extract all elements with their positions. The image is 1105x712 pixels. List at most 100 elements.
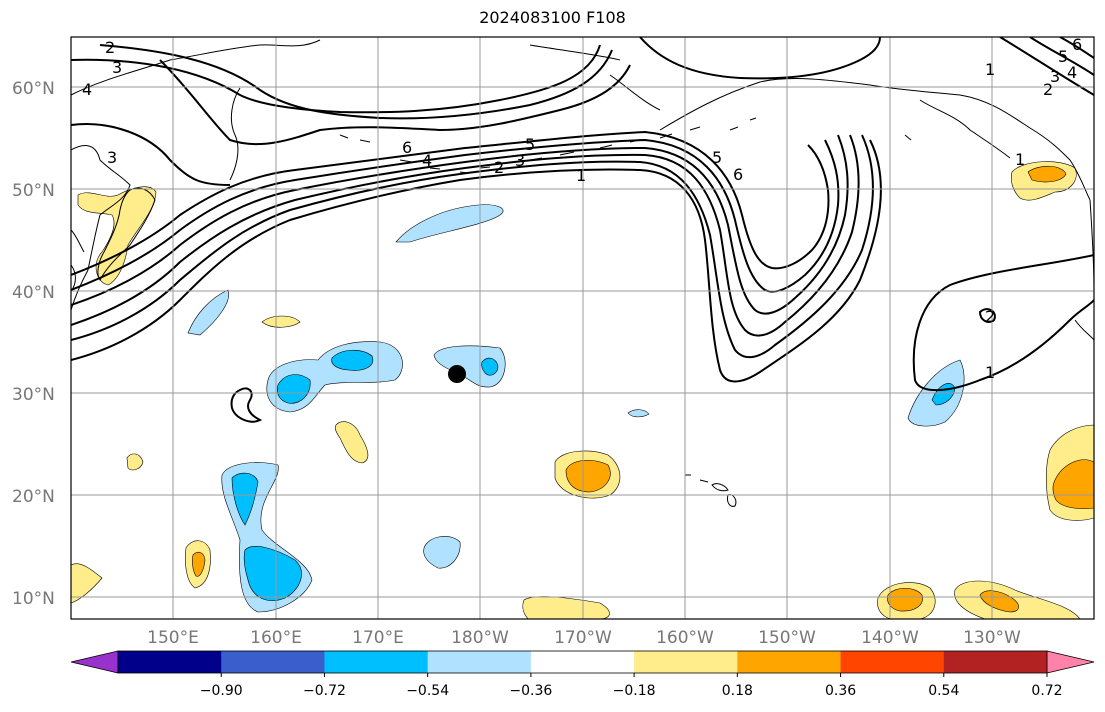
- shade-yellow-southwest: [71, 563, 103, 604]
- colorbar-segment: [530, 651, 635, 673]
- contour-3: [71, 134, 860, 337]
- contour-6: [71, 130, 830, 276]
- shade-blue-south-1: [231, 472, 259, 526]
- shade-blue-band-1: [277, 374, 311, 404]
- coast-siberia: [71, 39, 321, 311]
- shade-yellow-small-1: [126, 453, 144, 471]
- contour-northeast: [639, 37, 1094, 96]
- contour-north-1: [71, 59, 631, 186]
- contour-label: 2: [494, 158, 504, 177]
- contour-2: [71, 134, 874, 359]
- colorbar-tick-label: −0.36: [509, 683, 552, 699]
- contours: [71, 37, 1094, 423]
- coast-sakhalin-japan: [71, 229, 85, 291]
- shade-orange-bc: [1027, 165, 1067, 183]
- colorbar-extend-high: [1046, 650, 1095, 674]
- colorbar-segment: [840, 651, 945, 673]
- colorbar-frame: [117, 650, 1048, 674]
- plot-frame: [70, 36, 1095, 620]
- contour-label: 3: [1050, 67, 1060, 86]
- contour-label: 6: [402, 138, 412, 157]
- coast-gulf-alaska: [729, 99, 1011, 159]
- contour-label: 1: [985, 363, 995, 382]
- map-title: 2024083100 F108: [479, 8, 626, 27]
- lon-label: 180°W: [451, 628, 509, 648]
- contour-label: 5: [525, 135, 535, 154]
- colorbar-segment: [427, 651, 532, 673]
- lon-label: 160°E: [250, 628, 302, 648]
- shade-orange-southeast-2: [979, 590, 1019, 613]
- lon-label: 150°W: [758, 628, 816, 648]
- colorbar-segment: [118, 651, 222, 673]
- contour-label: 4: [422, 151, 432, 170]
- coast-nwus: [1074, 199, 1094, 341]
- contour-1: [71, 139, 882, 383]
- colorbar-tick-label: 0.18: [722, 683, 753, 699]
- lon-label: 160°W: [656, 628, 714, 648]
- contour-north-2: [99, 44, 613, 120]
- shade-orange-center: [565, 460, 611, 493]
- lon-label: 170°W: [554, 628, 612, 648]
- shade-blue-south-2: [243, 546, 302, 601]
- colorbar-tick-label: 0.72: [1031, 683, 1062, 699]
- lon-label: 140°W: [861, 628, 919, 648]
- contour-label: 2: [985, 307, 995, 326]
- contour-label: 5: [712, 148, 722, 167]
- shade-orange-south-1: [192, 551, 206, 577]
- colorbar-tick-label: 0.36: [825, 683, 856, 699]
- lat-label: 40°N: [12, 283, 55, 303]
- shade-yellow-south-center: [522, 596, 610, 619]
- lon-label: 170°E: [352, 628, 404, 648]
- lat-label: 10°N: [12, 589, 55, 609]
- colorbar-tick-label: 0.54: [928, 683, 959, 699]
- lat-label: 60°N: [12, 79, 55, 99]
- contour-label: 1: [1015, 150, 1025, 169]
- shade-yellow-mid: [334, 421, 369, 464]
- shade-light-blue-north: [395, 204, 504, 243]
- contour-label: 5: [1058, 47, 1068, 66]
- grid: [71, 37, 1094, 619]
- contour-small-loop: [230, 387, 263, 423]
- colorbar-tick-label: −0.18: [613, 683, 656, 699]
- contour-north-3: [71, 44, 601, 114]
- contour-5: [71, 138, 840, 293]
- shade-yellow-west-small: [261, 315, 301, 328]
- colorbar: −0.90 −0.72 −0.54 −0.36 −0.18 0.18 0.36 0.54 0.7…: [70, 650, 1095, 699]
- contour-label: 3: [515, 151, 525, 170]
- contour-label: 2: [1043, 80, 1053, 99]
- storm-center-marker: [448, 365, 466, 383]
- contour-4: [71, 134, 849, 315]
- contour-label: 1: [576, 166, 586, 185]
- lon-labels: 150°E 160°E 170°E 180°W 170°W 160°W 150°…: [147, 628, 1021, 648]
- contour-label: 4: [82, 80, 92, 99]
- shaded-regions: [71, 161, 1094, 619]
- contour-east-1: [912, 254, 1094, 392]
- contour-label: 4: [1067, 63, 1077, 82]
- shade-yellow-kamchatka: [77, 186, 157, 286]
- map-plot-area: 2 3 4 3 6 5 4 3 2 1 5 6 1 1 1 2 3 4 5 6 …: [71, 35, 1094, 619]
- colorbar-segments: [118, 651, 1048, 673]
- contour-label: 3: [112, 58, 122, 77]
- contour-label: 6: [733, 165, 743, 184]
- colorbar-segment: [943, 651, 1048, 673]
- contour-label: 3: [107, 148, 117, 167]
- shade-orange-southeast-1: [887, 587, 923, 612]
- contour-label: 6: [1072, 35, 1082, 54]
- lat-label: 20°N: [12, 487, 55, 507]
- colorbar-tick-label: −0.72: [303, 683, 346, 699]
- colorbar-segment: [324, 651, 429, 673]
- coast-kamchatka: [97, 187, 156, 281]
- contour-label: 1: [985, 60, 995, 79]
- lat-label: 50°N: [12, 181, 55, 201]
- shade-light-blue-west: [187, 289, 230, 336]
- contour-east-small: [978, 308, 996, 323]
- colorbar-segment: [221, 651, 325, 673]
- lat-label: 30°N: [12, 385, 55, 405]
- shade-blue-center: [481, 357, 499, 376]
- colorbar-tick-label: −0.90: [200, 683, 243, 699]
- coast-alaska: [529, 44, 1091, 201]
- shade-blue-band-2: [331, 349, 374, 371]
- colorbar-extend-low: [70, 650, 119, 674]
- lon-label: 130°W: [963, 628, 1021, 648]
